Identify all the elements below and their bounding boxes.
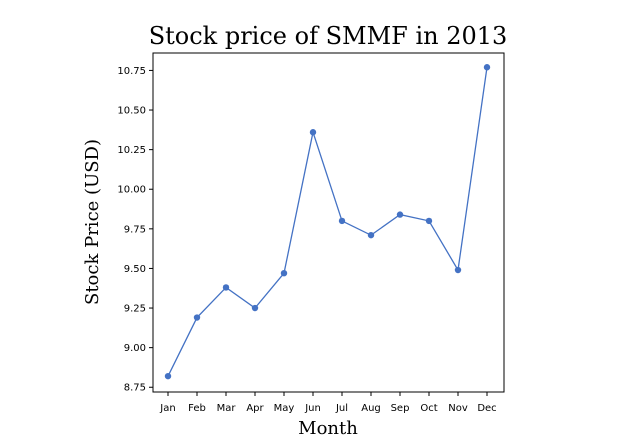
y-tick-label: 10.00 [117, 185, 146, 196]
y-tick-label: 8.75 [124, 383, 146, 394]
plot-area: 8.75 9.00 9.25 9.50 9.75 10.00 10.25 10.50 10.75… [117, 52, 505, 414]
x-tick-label: Apr [246, 403, 264, 414]
y-tick-label: 9.50 [124, 264, 146, 275]
data-point [309, 129, 317, 136]
x-tick-label: Feb [188, 403, 206, 414]
x-axis: Jan Feb Mar Apr May Jun Jul Aug Sep Oct Nov Dec [159, 392, 497, 414]
y-tick-label: 9.75 [124, 224, 146, 235]
data-point [222, 284, 230, 291]
y-tick-label: 10.50 [117, 106, 146, 117]
x-tick-label: Mar [217, 403, 237, 414]
series-line [167, 67, 488, 377]
data-point [396, 211, 404, 218]
data-point [251, 304, 259, 312]
plot-frame [152, 52, 505, 393]
data-point [483, 64, 491, 71]
data-point [280, 269, 288, 277]
x-tick-label: Sep [391, 403, 410, 414]
x-axis-label: Month [298, 418, 358, 439]
y-tick-label: 9.00 [124, 343, 146, 354]
data-point [425, 217, 433, 225]
x-tick-label: Jul [335, 403, 348, 414]
data-point [338, 217, 346, 225]
x-tick-label: Aug [361, 403, 381, 414]
x-tick-label: Oct [420, 403, 437, 414]
data-point [164, 372, 172, 380]
x-tick-label: Jan [159, 403, 175, 414]
y-tick-label: 9.25 [124, 304, 146, 315]
data-point [367, 231, 375, 239]
y-tick-label: 10.75 [117, 66, 146, 77]
y-axis-label: Stock Price (USD) [82, 139, 103, 305]
x-tick-label: May [274, 403, 295, 414]
x-tick-label: Jun [304, 403, 321, 414]
x-tick-label: Nov [448, 403, 468, 414]
y-tick-label: 10.25 [117, 145, 146, 156]
data-point [454, 266, 462, 274]
data-points [164, 64, 491, 380]
data-point [193, 314, 201, 321]
chart-title: Stock price of SMMF in 2013 [149, 22, 508, 50]
x-tick-label: Dec [477, 403, 496, 414]
y-axis: 8.75 9.00 9.25 9.50 9.75 10.00 10.25 10.50 10.75 [117, 66, 153, 394]
